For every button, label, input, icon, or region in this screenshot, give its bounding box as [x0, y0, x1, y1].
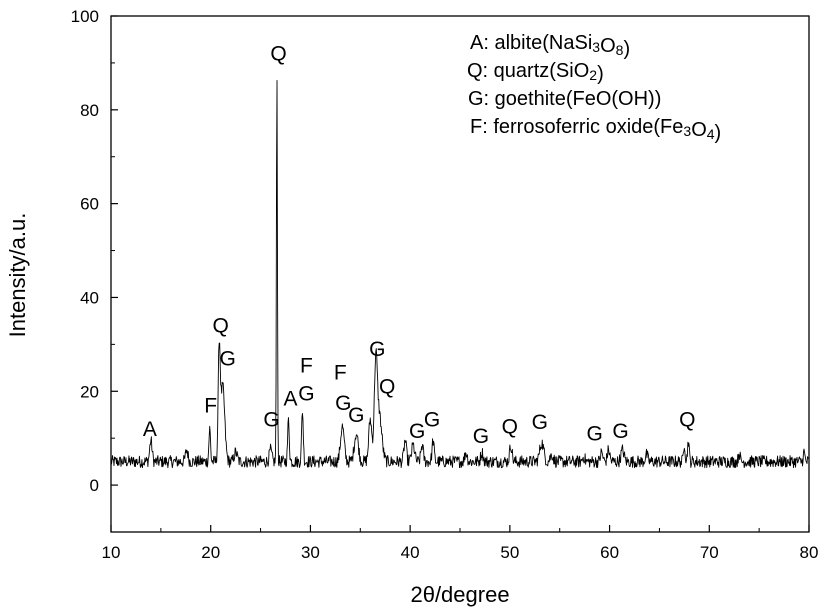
legend-entry: F: ferrosoferric oxide(Fe3O4)	[470, 116, 721, 144]
legend: A: albite(NaSi3O8)Q: quartz(SiO2) G: goet…	[467, 32, 721, 144]
peak-label: Q	[502, 415, 518, 438]
peak-label: A	[143, 418, 157, 441]
peak-label: Q	[379, 376, 395, 399]
plot-frame	[110, 15, 810, 533]
x-tick-label: 60	[600, 543, 619, 562]
peak-label: G	[424, 408, 440, 431]
x-axis-label: 2θ/degree	[410, 582, 509, 607]
peak-label: G	[473, 425, 489, 448]
x-axis-label-prefix: 2	[410, 582, 422, 607]
peak-label: G	[369, 338, 385, 361]
x-tick-label: 10	[102, 543, 121, 562]
legend-entry: A: albite(NaSi3O8)	[470, 32, 630, 60]
x-tick-label: 70	[700, 543, 719, 562]
y-tick-label: 100	[71, 7, 99, 26]
x-axis-label-suffix: /degree	[435, 582, 510, 607]
peak-label: G	[219, 347, 235, 370]
y-tick-label: 20	[80, 382, 99, 401]
x-tick-label: 80	[800, 543, 819, 562]
y-tick-label: 0	[90, 476, 99, 495]
peak-label: G	[532, 411, 548, 434]
x-tick-label: 30	[301, 543, 320, 562]
peak-label: F	[204, 394, 217, 417]
xrd-pattern-line	[110, 79, 810, 469]
peak-label: G	[263, 408, 279, 431]
peak-label: G	[586, 423, 602, 446]
axes: 10 20 30 40 50 60 70 80 0 20 40 60 80 100	[71, 7, 819, 562]
legend-entry: G: goethite(FeO(OH))	[468, 88, 661, 110]
peak-label: G	[612, 420, 628, 443]
peak-label: G	[348, 404, 364, 427]
y-tick-label: 40	[80, 288, 99, 307]
peak-label: G	[335, 392, 351, 415]
peak-label: G	[298, 383, 314, 406]
x-tick-label: 50	[500, 543, 519, 562]
y-tick-label: 60	[80, 195, 99, 214]
peak-label: Q	[213, 315, 229, 338]
legend-entry: Q: quartz(SiO2)	[467, 60, 604, 85]
peak-label: A	[283, 387, 297, 410]
x-axis-label-symbol: θ	[423, 582, 435, 607]
peak-label: G	[409, 420, 425, 443]
x-tick-label: 40	[401, 543, 420, 562]
peak-label: Q	[270, 43, 286, 66]
x-tick-label: 20	[201, 543, 220, 562]
y-tick-label: 80	[80, 101, 99, 120]
y-axis-label: Intensity/a.u.	[5, 213, 30, 338]
data-layer	[110, 79, 810, 469]
peak-label: F	[300, 355, 313, 378]
peak-label: Q	[679, 408, 695, 431]
peak-label: F	[334, 362, 347, 385]
